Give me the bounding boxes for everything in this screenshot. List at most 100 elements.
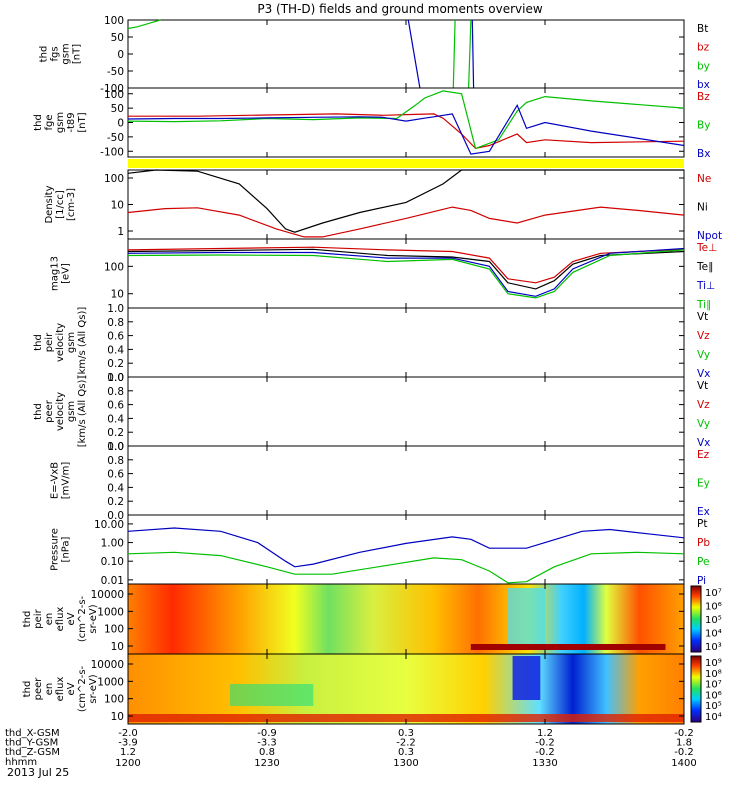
colorbar-tick: 10⁶	[705, 602, 722, 613]
ylabel-line: gsm	[66, 332, 77, 353]
series-line-fgs-1	[407, 19, 421, 89]
ytick-label: 100	[104, 624, 124, 636]
ylabel-line: eV	[66, 612, 77, 625]
series-line-fgs-4	[471, 19, 475, 89]
ylabel-line: peer	[33, 677, 44, 701]
xaxis-row-label: thd_Z-GSM	[5, 747, 60, 758]
ytick-label: 1	[117, 226, 124, 238]
legend-Vt: Vt	[697, 380, 708, 392]
legend-Ez: Ez	[697, 449, 710, 461]
ytick-label: 10	[111, 711, 124, 723]
panel-frame-temp	[127, 238, 685, 309]
ytick-label: 100	[104, 15, 124, 27]
ylabel-line: -t89	[66, 112, 77, 132]
ytick-label: 0.01	[101, 575, 124, 587]
colorbar-tick: 10⁵	[705, 615, 722, 626]
colorbar-peer_eflux	[690, 655, 702, 723]
legend-Vy: Vy	[697, 349, 710, 361]
colorbar-tick: 10⁴	[705, 629, 722, 640]
legend-Vx: Vx	[697, 368, 710, 380]
colorbar-tick: 10⁹	[705, 658, 722, 669]
ylabel-line: [nT]	[72, 44, 83, 64]
series-line-temp-0	[127, 246, 685, 284]
xaxis-row-value: -2.0	[118, 728, 138, 739]
ytick-label: 1000	[97, 676, 124, 688]
xaxis-row-value: -0.2	[535, 747, 555, 758]
series-line-fgs-2	[452, 19, 456, 89]
panel-frame-efield	[127, 445, 685, 516]
ytick-label: 10	[111, 289, 124, 301]
legend-Vz: Vz	[697, 330, 710, 342]
xaxis-row-value: -0.9	[257, 728, 277, 739]
panel-frame-density	[127, 169, 685, 240]
ytick-label: 100	[104, 261, 124, 273]
spectrogram-band	[470, 644, 666, 650]
ytick-label: 0.8	[107, 455, 124, 467]
series-line-fge-1	[127, 90, 685, 150]
spectrogram-peer_eflux	[128, 654, 684, 724]
ytick-label: 1.0	[107, 303, 124, 315]
ytick-label: 50	[111, 32, 124, 44]
legend-Vt: Vt	[697, 311, 708, 323]
legend-Vy: Vy	[697, 418, 710, 430]
xtick-label: 1230	[254, 758, 279, 769]
series-line-temp-2	[127, 247, 685, 297]
legend-Pe: Pe	[697, 556, 709, 568]
series-line-pressure-1	[127, 551, 685, 584]
ylabel-line: thd	[39, 46, 50, 63]
xaxis-row-value: 1.2	[120, 747, 136, 758]
legend-Ex: Ex	[697, 506, 710, 518]
legend-bz: bz	[697, 42, 710, 54]
ytick-label: 0	[117, 49, 124, 61]
ytick-label: 0.8	[107, 386, 124, 398]
xtick-label: 1330	[532, 758, 557, 769]
legend-Pt: Pt	[697, 518, 707, 530]
panel-frame-peir	[127, 307, 685, 378]
ytick-label: 0.6	[107, 400, 124, 412]
ylabel-line: gsm	[55, 112, 66, 133]
ylabel-line: Density	[44, 185, 55, 223]
colorbar-tick: 10⁵	[705, 701, 722, 712]
ytick-label: 100	[104, 173, 124, 185]
ylabel-line: [nPa]	[61, 536, 72, 562]
legend-Vx: Vx	[697, 437, 710, 449]
ylabel-line: [nT]	[77, 112, 88, 132]
ytick-label: 0.4	[107, 482, 124, 494]
ylabel-line: sr-eV)	[88, 674, 99, 703]
ylabel-line: eflux	[55, 677, 66, 702]
legend-Npot: Npot	[697, 230, 722, 242]
legend-Pi: Pi	[697, 575, 706, 587]
ytick-label: 50	[111, 103, 124, 115]
legend-Bx: Bx	[697, 148, 710, 160]
series-line-fgs-0	[127, 19, 161, 30]
colorbar-tick: 10⁴	[705, 712, 722, 723]
ylabel-line: gsm	[61, 43, 72, 64]
ylabel-line: (cm^2-s-	[77, 595, 88, 642]
ytick-label: -100	[100, 83, 124, 95]
ytick-label: 0.2	[107, 358, 124, 370]
colorbar-tick: 10³	[705, 642, 722, 653]
xaxis-row-value: -3.9	[118, 738, 138, 749]
xtick-label: 1300	[393, 758, 418, 769]
xtick-label: 1400	[671, 758, 696, 769]
xaxis-row-label: thd_X-GSM	[5, 728, 60, 739]
ytick-label: 0.0	[107, 441, 124, 453]
ytick-label: -50	[107, 66, 124, 78]
series-line-density-0	[127, 169, 684, 233]
ytick-label: -100	[100, 146, 124, 158]
ylabel-line: thd	[33, 403, 44, 420]
xaxis-row-value: 0.3	[398, 728, 414, 739]
xaxis-row-label: hhmm	[5, 757, 37, 768]
panel-frame-fge	[127, 87, 685, 158]
legend-bx: bx	[697, 79, 710, 91]
ylabel-line: eV	[66, 682, 77, 695]
spectrogram-peir_eflux	[128, 584, 684, 654]
colorbar-peir_eflux	[690, 585, 702, 653]
ylabel-line: thd	[22, 611, 33, 628]
ylabel-line: [mV/m]	[61, 462, 72, 500]
ytick-label: 1.00	[101, 538, 124, 550]
ytick-label: 0.10	[101, 556, 124, 568]
ytick-label: 0.8	[107, 317, 124, 329]
ylabel-line: velocity	[55, 392, 66, 431]
ylabel-line: [eV]	[61, 263, 72, 284]
